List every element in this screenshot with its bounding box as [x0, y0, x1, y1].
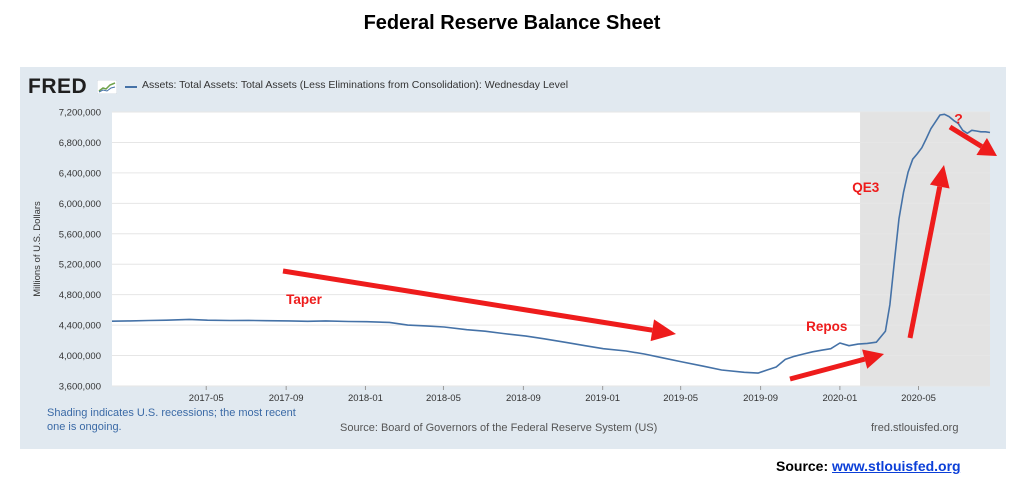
annotation-label: QE3: [852, 180, 880, 195]
y-tick-label: 4,400,000: [59, 321, 101, 332]
legend-series-label: Assets: Total Assets: Total Assets (Less…: [142, 79, 569, 91]
question-arrow-shaft: [948, 124, 983, 149]
page-title: Federal Reserve Balance Sheet: [363, 12, 661, 34]
y-tick-label: 6,800,000: [59, 138, 101, 149]
x-tick-label: 2018-01: [348, 393, 383, 404]
y-tick-label: 5,600,000: [59, 229, 101, 240]
fred-source-note: Source: Board of Governors of the Federa…: [340, 422, 658, 434]
plot-background: [112, 112, 990, 386]
recession-shading-note: Shading indicates U.S. recessions; the m…: [47, 407, 296, 433]
fred-site-url: fred.stlouisfed.org: [871, 422, 959, 434]
x-tick-label: 2019-01: [585, 393, 620, 404]
x-tick-label: 2017-05: [189, 393, 224, 404]
y-axis-label: Millions of U.S. Dollars: [32, 201, 43, 297]
x-tick-label: 2018-05: [426, 393, 461, 404]
repos-arrow-head: [862, 349, 884, 369]
source-label: Source:: [776, 458, 829, 474]
y-tick-label: 6,000,000: [59, 199, 101, 210]
y-tick-label: 4,000,000: [59, 351, 101, 362]
annotation-label: Taper: [286, 292, 323, 307]
taper-arrow-head: [650, 319, 676, 342]
y-tick-label: 4,800,000: [59, 290, 101, 301]
series-line: [111, 113, 991, 374]
x-tick-label: 2019-09: [743, 393, 778, 404]
x-tick-label: 2020-05: [901, 393, 936, 404]
x-tick-label: 2019-05: [663, 393, 698, 404]
y-tick-label: 3,600,000: [59, 382, 101, 393]
source-link[interactable]: www.stlouisfed.org: [832, 458, 961, 474]
y-tick-label: 6,400,000: [59, 168, 101, 179]
fred-logo: FRED: [28, 75, 88, 98]
question-arrow-head: [976, 138, 997, 156]
x-tick-label: 2020-01: [822, 393, 857, 404]
x-tick-label: 2017-09: [269, 393, 304, 404]
annotation-label: ?: [954, 110, 963, 126]
y-tick-label: 5,200,000: [59, 260, 101, 271]
qe-arrow-head: [929, 165, 950, 189]
fred-chart-icon: [97, 80, 117, 94]
qe-arrow-shaft: [907, 186, 943, 339]
legend-swatch: [125, 86, 137, 88]
x-tick-label: 2018-09: [506, 393, 541, 404]
source-line: Source: www.stlouisfed.org: [776, 458, 961, 474]
annotation-label: Repos: [806, 319, 847, 334]
repos-arrow-shaft: [789, 356, 866, 382]
taper-arrow-shaft: [282, 268, 653, 333]
y-tick-label: 7,200,000: [59, 108, 101, 119]
